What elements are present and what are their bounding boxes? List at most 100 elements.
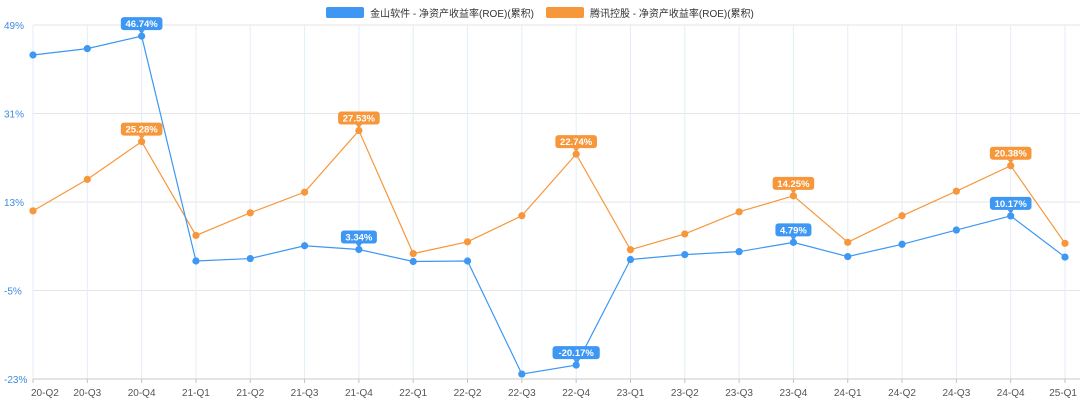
value-badge <box>120 17 163 31</box>
data-point-1[interactable] <box>83 175 91 183</box>
data-point-0[interactable] <box>681 251 689 259</box>
value-label: 14.25% <box>777 179 810 190</box>
data-point-0[interactable] <box>952 226 960 234</box>
data-point-0[interactable] <box>626 255 635 264</box>
data-point-1[interactable] <box>626 246 635 254</box>
data-point-0[interactable] <box>246 254 254 263</box>
data-point-0[interactable] <box>300 242 309 250</box>
value-badge-pointer <box>573 359 580 364</box>
data-point-1[interactable] <box>29 207 37 215</box>
x-tick-label: 23-Q1 <box>617 388 645 399</box>
data-point-1[interactable] <box>681 230 689 238</box>
data-point-1[interactable] <box>518 212 526 220</box>
value-label: -20.17% <box>558 348 594 359</box>
data-point-0[interactable] <box>83 45 91 53</box>
value-badge <box>552 346 600 360</box>
data-point-0[interactable] <box>735 248 743 256</box>
x-tick-label: 21-Q2 <box>236 388 264 399</box>
value-badge <box>555 135 597 149</box>
data-point-0[interactable] <box>898 240 906 248</box>
data-point-1[interactable] <box>300 188 309 196</box>
data-point-0[interactable] <box>192 257 200 265</box>
y-tick-label: 49% <box>4 21 24 32</box>
value-badge-pointer <box>790 189 797 194</box>
legend-swatch-tencent <box>546 7 584 18</box>
legend-label-kingsoft: 金山软件 - 净资产收益率(ROE)(累积) <box>370 9 534 20</box>
x-tick-label: 24-Q4 <box>997 388 1025 399</box>
value-label: 10.17% <box>995 199 1028 210</box>
data-point-1[interactable] <box>735 208 743 216</box>
data-point-1[interactable] <box>789 192 798 200</box>
value-label: 27.53% <box>343 114 376 125</box>
value-badge-pointer <box>138 135 145 140</box>
x-tick-label: 22-Q3 <box>508 388 536 399</box>
y-tick-label: -23% <box>4 375 27 386</box>
value-badge <box>340 230 377 244</box>
data-point-0[interactable] <box>789 238 798 246</box>
legend-item-kingsoft[interactable]: 金山软件 - 净资产收益率(ROE)(累积) <box>326 5 534 20</box>
legend-label-tencent: 腾讯控股 - 净资产收益率(ROE)(累积) <box>590 9 754 20</box>
value-label: 4.79% <box>780 225 807 236</box>
x-tick-label: 21-Q3 <box>291 388 319 399</box>
value-label: 22.74% <box>560 137 593 148</box>
x-tick-label: 24-Q3 <box>942 388 970 399</box>
y-tick-label: 13% <box>4 198 24 209</box>
value-badge <box>120 122 163 136</box>
value-badge-pointer <box>355 243 362 248</box>
value-label: 20.38% <box>995 149 1028 160</box>
data-point-0[interactable] <box>29 51 37 59</box>
data-point-1[interactable] <box>898 212 906 220</box>
value-badge <box>772 176 815 190</box>
value-badge-pointer <box>355 124 362 129</box>
legend-swatch-kingsoft <box>326 7 365 18</box>
x-tick-label: 23-Q2 <box>671 388 699 399</box>
value-badge <box>989 196 1032 210</box>
legend: 金山软件 - 净资产收益率(ROE)(累积) 腾讯控股 - 净资产收益率(ROE… <box>0 5 1080 20</box>
data-point-1[interactable] <box>463 238 472 246</box>
x-tick-label: 25-Q1 <box>1049 388 1077 399</box>
data-point-1[interactable] <box>1061 239 1069 247</box>
series-line-1 <box>32 129 1066 255</box>
data-point-1[interactable] <box>1007 162 1015 170</box>
value-badge-pointer <box>138 30 145 35</box>
data-point-0[interactable] <box>844 252 852 261</box>
legend-item-tencent[interactable]: 腾讯控股 - 净资产收益率(ROE)(累积) <box>546 5 754 20</box>
data-point-1[interactable] <box>844 238 852 246</box>
x-tick-label: 21-Q4 <box>345 388 373 399</box>
x-tick-label: 20-Q4 <box>128 388 156 399</box>
data-point-0[interactable] <box>1007 212 1015 220</box>
y-tick-label: -5% <box>4 287 22 298</box>
data-point-0[interactable] <box>463 257 472 265</box>
data-point-1[interactable] <box>572 150 580 158</box>
value-label: 3.34% <box>345 232 372 243</box>
y-tick-label: 31% <box>4 110 24 121</box>
value-badge-pointer <box>1007 159 1014 164</box>
data-point-0[interactable] <box>138 32 146 40</box>
x-tick-label: 24-Q2 <box>888 388 916 399</box>
series-line-0 <box>32 35 1066 375</box>
value-badge-pointer <box>573 148 580 153</box>
value-badge <box>338 111 380 125</box>
value-badge <box>775 223 812 237</box>
value-badge-pointer <box>790 236 797 241</box>
data-point-0[interactable] <box>355 245 363 254</box>
data-point-1[interactable] <box>952 187 960 195</box>
x-tick-label: 21-Q1 <box>182 388 210 399</box>
x-tick-label: 20-Q2 <box>31 388 59 399</box>
x-tick-label: 23-Q4 <box>780 388 808 399</box>
data-point-1[interactable] <box>246 209 254 217</box>
value-label: 46.74% <box>126 19 159 30</box>
data-point-0[interactable] <box>409 257 417 266</box>
data-point-1[interactable] <box>138 138 146 146</box>
value-badge-pointer <box>1007 209 1014 214</box>
data-point-0[interactable] <box>518 370 526 378</box>
data-point-1[interactable] <box>355 126 363 135</box>
data-point-0[interactable] <box>1061 253 1069 261</box>
value-badge <box>989 146 1032 160</box>
x-tick-label: 24-Q1 <box>834 388 862 399</box>
x-tick-label: 22-Q1 <box>399 388 427 399</box>
data-point-1[interactable] <box>192 231 200 240</box>
data-point-1[interactable] <box>409 250 417 258</box>
data-point-0[interactable] <box>572 361 580 369</box>
x-tick-label: 22-Q4 <box>562 388 590 399</box>
